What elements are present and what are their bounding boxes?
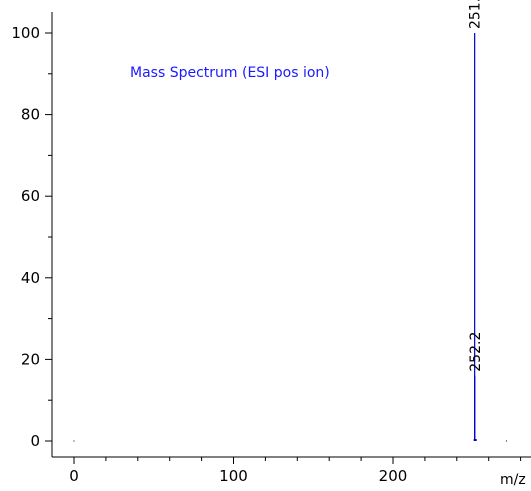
y-axis: 0 20 40 60 80 100: [11, 12, 53, 457]
x-axis-label: m/z: [500, 472, 526, 488]
peak-label: 251.2: [468, 0, 484, 29]
peak-base-marker: [473, 439, 477, 441]
peaks: 251.2 252.2: [468, 0, 484, 441]
x-axis: 0 100 200: [52, 440, 531, 485]
peak-label: 252.2: [468, 332, 484, 372]
baseline-dot-end: [506, 440, 507, 442]
y-tick-label: 80: [21, 106, 40, 124]
baseline-dot-start: [73, 440, 75, 442]
y-tick-label: 40: [21, 269, 40, 287]
x-tick-label: 0: [69, 467, 79, 485]
y-tick-label: 20: [21, 350, 40, 368]
y-tick-label: 60: [21, 187, 40, 205]
x-tick-label: 100: [219, 467, 248, 485]
y-tick-label: 0: [30, 432, 40, 450]
chart-title: Mass Spectrum (ESI pos ion): [130, 65, 330, 81]
y-tick-label: 100: [11, 24, 40, 42]
x-tick-label: 200: [379, 467, 408, 485]
